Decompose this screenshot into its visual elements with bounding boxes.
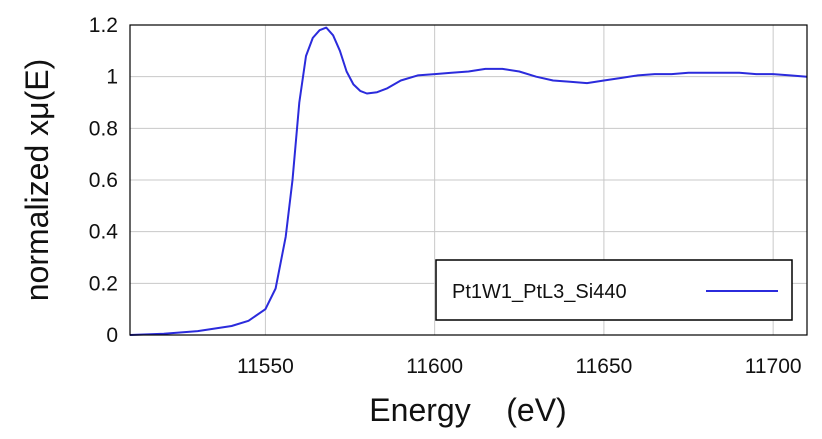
x-tick-label: 11650 (575, 355, 632, 378)
y-tick-label: 0.4 (89, 221, 119, 244)
y-tick-labels: 0 0.2 0.4 0.6 0.8 1 1.2 (89, 14, 119, 347)
plot-lines (129, 26, 808, 336)
legend-label: Pt1W1_PtL3_Si440 (452, 281, 627, 303)
y-tick-label: 1 (106, 66, 118, 89)
y-axis-title: normalized xμ(E) (19, 59, 55, 302)
x-tick-label: 11600 (406, 355, 463, 378)
y-tick-label: 0.8 (89, 117, 118, 140)
y-tick-label: 0.2 (89, 272, 118, 295)
y-tick-label: 0.6 (89, 169, 118, 192)
legend: Pt1W1_PtL3_Si440 (435, 259, 793, 321)
plot-frame (129, 24, 808, 336)
x-tick-label: 11700 (745, 355, 802, 378)
y-tick-label: 0 (106, 324, 118, 347)
series-line (129, 26, 808, 336)
y-tick-label: 1.2 (89, 14, 118, 37)
x-tick-labels: 11550 11600 11650 11700 (237, 355, 802, 378)
x-axis-title: Energy (eV) (369, 392, 566, 428)
x-tick-label: 11550 (237, 355, 294, 378)
